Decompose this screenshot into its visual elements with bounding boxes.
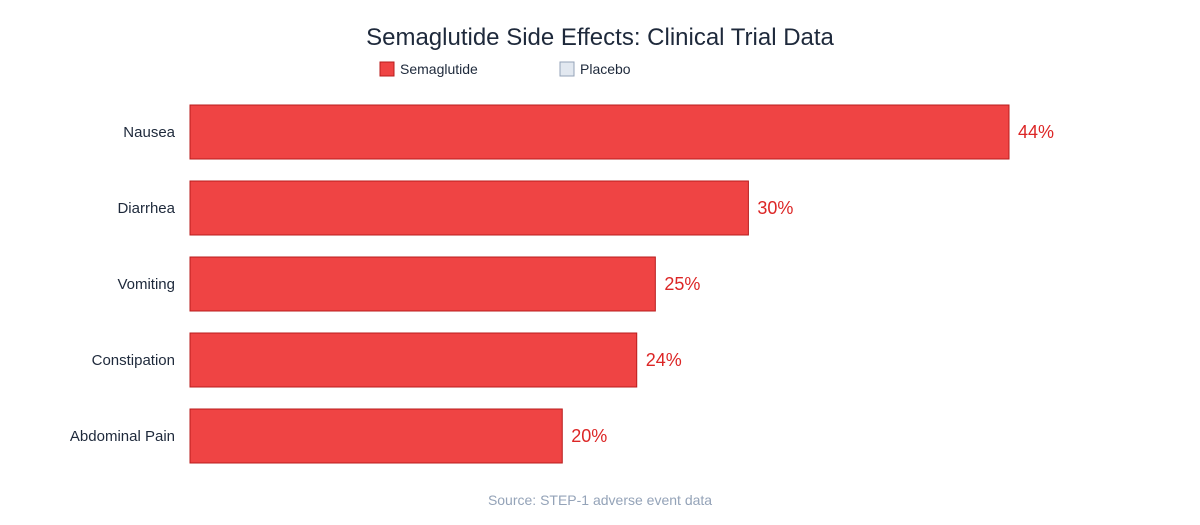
legend: Semaglutide Placebo [379,61,631,77]
bar [189,180,749,236]
bar [189,256,656,312]
bars [189,104,1010,464]
category-label: Abdominal Pain [70,428,175,445]
value-label: 25% [664,274,700,294]
chart-title: Semaglutide Side Effects: Clinical Trial… [366,24,834,51]
legend-swatch-placebo [559,61,575,77]
category-label: Nausea [123,124,175,141]
legend-swatch-semaglutide [379,61,395,77]
value-label: 30% [757,198,793,218]
legend-label-semaglutide: Semaglutide [400,61,478,77]
bar [189,332,638,388]
value-label: 44% [1018,122,1054,142]
category-labels: Nausea Diarrhea Vomiting Constipation Abdomi… [70,124,176,445]
source-note: Source: STEP-1 adverse event data [488,492,712,508]
category-label: Diarrhea [117,200,175,217]
bar [189,104,1010,160]
category-label: Vomiting [117,276,175,293]
bar [189,408,563,464]
category-label: Constipation [92,352,175,369]
value-label: 24% [646,350,682,370]
value-label: 20% [571,426,607,446]
value-labels: 44% 30% 25% 24% 20% [571,122,1054,446]
legend-label-placebo: Placebo [580,61,631,77]
